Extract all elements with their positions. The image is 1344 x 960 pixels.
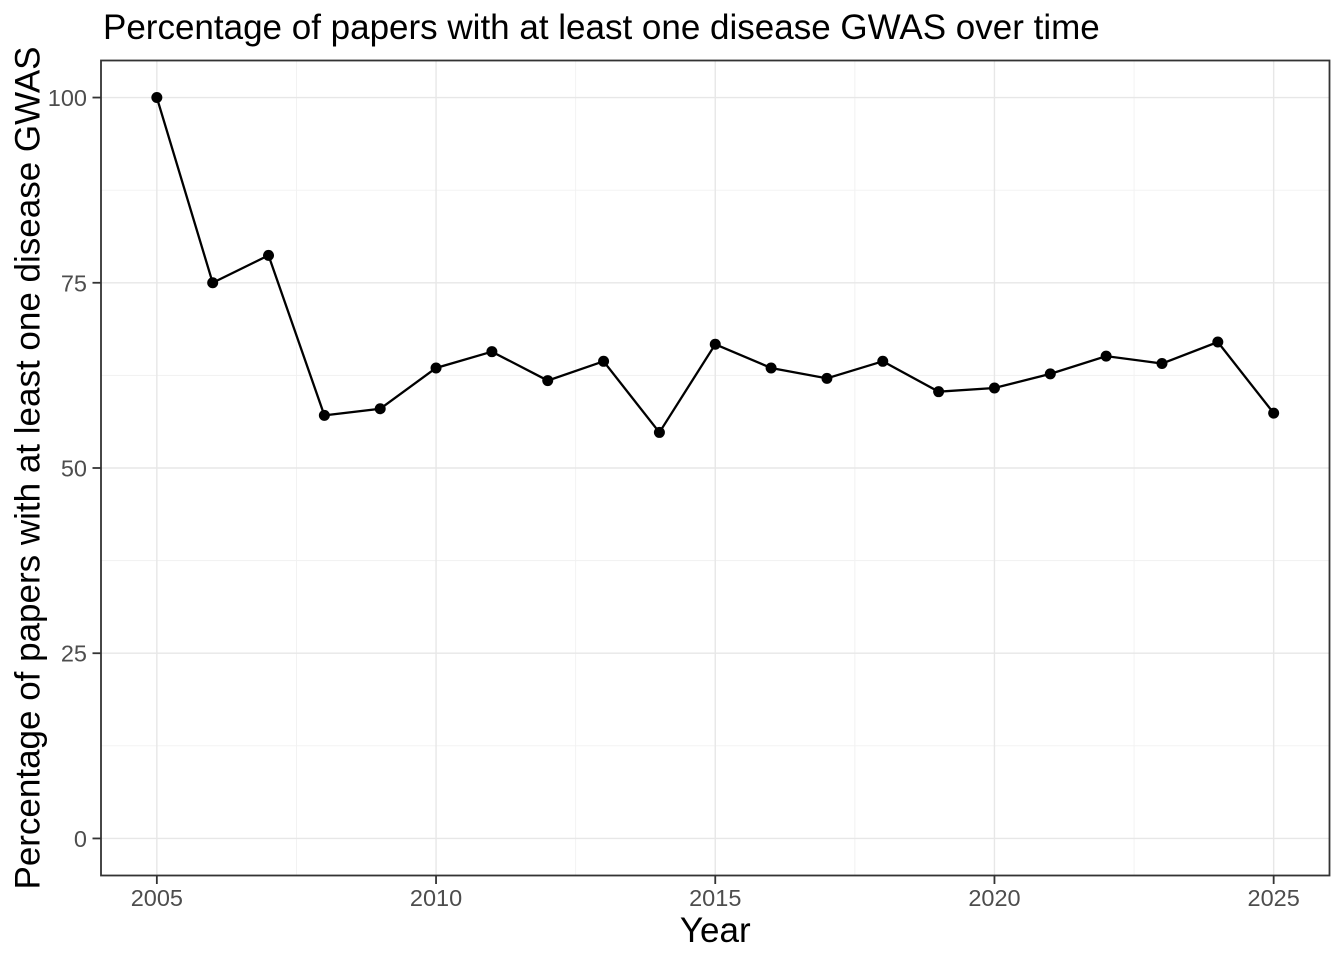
x-tick-label: 2010: [410, 885, 462, 911]
data-point: [151, 92, 163, 104]
data-point: [207, 277, 219, 289]
chart-title: Percentage of papers with at least one d…: [103, 8, 1100, 47]
data-point: [821, 372, 833, 384]
x-tick-label: 2020: [968, 885, 1020, 911]
y-tick-label: 25: [61, 641, 87, 667]
x-tick-label: 2005: [131, 885, 183, 911]
y-tick-label: 0: [74, 826, 87, 852]
data-point: [988, 382, 1000, 394]
data-point: [1212, 336, 1224, 348]
data-point: [1044, 368, 1056, 380]
data-point: [263, 249, 275, 261]
y-tick-label: 75: [61, 270, 87, 296]
data-point: [1156, 358, 1168, 370]
data-point: [430, 362, 442, 374]
data-point: [765, 362, 777, 374]
x-axis-title: Year: [680, 911, 751, 950]
x-tick-label: 2015: [689, 885, 741, 911]
data-point: [653, 426, 665, 438]
y-tick-label: 50: [61, 456, 87, 482]
data-point: [542, 375, 554, 387]
data-point: [486, 346, 498, 358]
y-tick-label: 100: [48, 85, 87, 111]
data-point: [877, 355, 889, 367]
data-point: [318, 409, 330, 421]
y-axis-title: Percentage of papers with at least one d…: [9, 46, 48, 889]
data-point: [1268, 407, 1280, 419]
data-point: [374, 403, 386, 415]
data-point: [598, 355, 610, 367]
data-point: [933, 386, 945, 398]
x-tick-label: 2025: [1248, 885, 1300, 911]
data-point: [709, 338, 721, 350]
data-point: [1100, 350, 1112, 362]
